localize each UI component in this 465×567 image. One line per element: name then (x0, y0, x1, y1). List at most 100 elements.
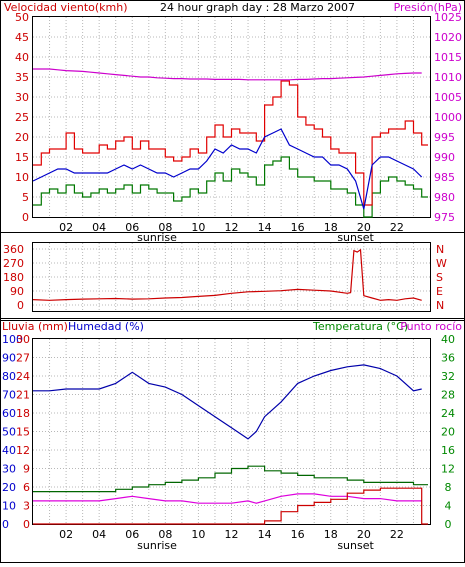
x-tick-label-wind: 20 (357, 221, 371, 234)
x-tick-label-wind: 22 (390, 221, 404, 234)
pressure-series (33, 68, 422, 81)
x-tick-label-wind: 18 (324, 221, 338, 234)
wind-y-tick-label: 25 (15, 111, 29, 124)
x-tick-label-rain: 06 (125, 528, 139, 541)
x-tick-label-rain: 02 (59, 528, 73, 541)
temperature-series (33, 465, 428, 493)
pressure-y-tick-label: 1020 (434, 31, 462, 44)
x-tick-label-wind: 04 (92, 221, 106, 234)
pressure-y-tick-label: 995 (434, 131, 455, 144)
x-tick-label-rain: 08 (158, 528, 172, 541)
pressure-y-tick-label: 1005 (434, 91, 462, 104)
x-tick-label-rain: 10 (191, 528, 205, 541)
sunrise-label-rain: sunrise (137, 539, 177, 552)
x-tick-label-rain: 22 (390, 528, 404, 541)
temp-y-tick-label: 32 (441, 370, 455, 383)
pressure-y-tick-label: 1010 (434, 71, 462, 84)
series-layer (32, 68, 428, 525)
compass-label: N (436, 243, 444, 256)
rain-series (33, 487, 428, 525)
wind-y-tick-label: 0 (22, 211, 29, 224)
grid-layer (33, 17, 430, 524)
direction-series (32, 248, 422, 301)
humidity-y-tick-label: 70 (2, 389, 16, 402)
chart-title: 24 hour graph day : 28 Marzo 2007 (160, 1, 355, 14)
pressure-y-tick-label: 975 (434, 211, 455, 224)
temperature-label: Temperatura (°C) (312, 320, 408, 333)
x-tick-label-rain: 20 (357, 528, 371, 541)
humidity-y-tick-label: 30 (2, 463, 16, 476)
rain-y-tick-label: 12 (16, 444, 30, 457)
rain-y-tick-label: 15 (16, 426, 30, 439)
temp-y-tick-label: 4 (445, 500, 452, 513)
compass-label: W (436, 257, 447, 270)
direction-y-tick-label: 90 (10, 285, 24, 298)
temp-y-tick-label: 40 (441, 333, 455, 346)
temp-y-tick-label: 8 (445, 481, 452, 494)
wind-y-tick-label: 20 (15, 131, 29, 144)
rain-y-tick-label: 18 (16, 407, 30, 420)
sunset-label-rain: sunset (337, 539, 374, 552)
temp-y-tick-label: 0 (445, 518, 452, 531)
x-tick-label-wind: 08 (158, 221, 172, 234)
x-tick-label-rain: 18 (324, 528, 338, 541)
rain-y-tick-label: 30 (16, 333, 30, 346)
direction-y-tick-label: 360 (3, 243, 24, 256)
rain-y-tick-label: 24 (16, 370, 30, 383)
direction-y-tick-label: 180 (3, 271, 24, 284)
temp-y-tick-label: 28 (441, 389, 455, 402)
rain-y-tick-label: 0 (23, 518, 30, 531)
humidity-y-tick-label: 40 (2, 444, 16, 457)
humidity-y-tick-label: 0 (2, 518, 9, 531)
wind-min-series (33, 156, 428, 218)
wind-avg-series (32, 128, 423, 210)
compass-label: S (436, 271, 443, 284)
wind-y-tick-label: 35 (15, 71, 29, 84)
temp-y-tick-label: 20 (441, 426, 455, 439)
wind-y-tick-label: 15 (15, 151, 29, 164)
temp-y-tick-label: 36 (441, 352, 455, 365)
wind-y-tick-label: 40 (15, 51, 29, 64)
rain-y-tick-label: 3 (23, 500, 30, 513)
rain-y-tick-label: 27 (16, 352, 30, 365)
x-tick-label-wind: 02 (59, 221, 73, 234)
wind-y-tick-label: 45 (15, 31, 29, 44)
pressure-y-tick-label: 990 (434, 151, 455, 164)
x-tick-label-rain: 12 (225, 528, 239, 541)
dewpoint-series (33, 493, 422, 504)
compass-label: E (436, 285, 443, 298)
axis-layer: 0202040406060808101012121414161618182020… (2, 11, 462, 552)
x-tick-label-rain: 04 (92, 528, 106, 541)
wind-speed-label: Velocidad viento(kmh) (4, 1, 128, 14)
sunset-label-wind: sunset (337, 231, 374, 244)
sunrise-label-wind: sunrise (137, 231, 177, 244)
x-tick-label-wind: 10 (191, 221, 205, 234)
rain-y-tick-label: 21 (16, 389, 30, 402)
wind-gust-series (33, 80, 428, 206)
humidity-y-tick-label: 10 (2, 500, 16, 513)
humidity-label: Humedad (%) (68, 320, 144, 333)
direction-y-tick-label: 270 (3, 257, 24, 270)
temp-y-tick-label: 24 (441, 407, 455, 420)
x-tick-label-rain: 16 (291, 528, 305, 541)
pressure-label: Presión(hPa) (394, 1, 462, 14)
humidity-y-tick-label: 90 (2, 352, 16, 365)
rain-y-tick-label: 9 (23, 463, 30, 476)
humidity-y-tick-label: 100 (2, 333, 23, 346)
wind-y-tick-label: 50 (15, 11, 29, 24)
dewpoint-label: Punto rocío (400, 320, 462, 333)
direction-y-tick-label: 0 (17, 299, 24, 312)
x-tick-label-wind: 14 (258, 221, 272, 234)
pressure-y-tick-label: 1015 (434, 51, 462, 64)
pressure-y-tick-label: 980 (434, 191, 455, 204)
wind-y-tick-label: 30 (15, 91, 29, 104)
x-tick-label-wind: 12 (225, 221, 239, 234)
temp-y-tick-label: 16 (441, 444, 455, 457)
x-tick-label-wind: 06 (125, 221, 139, 234)
pressure-y-tick-label: 1025 (434, 11, 462, 24)
x-tick-label-wind: 16 (291, 221, 305, 234)
humidity-y-tick-label: 80 (2, 370, 16, 383)
rain-y-tick-label: 6 (23, 481, 30, 494)
